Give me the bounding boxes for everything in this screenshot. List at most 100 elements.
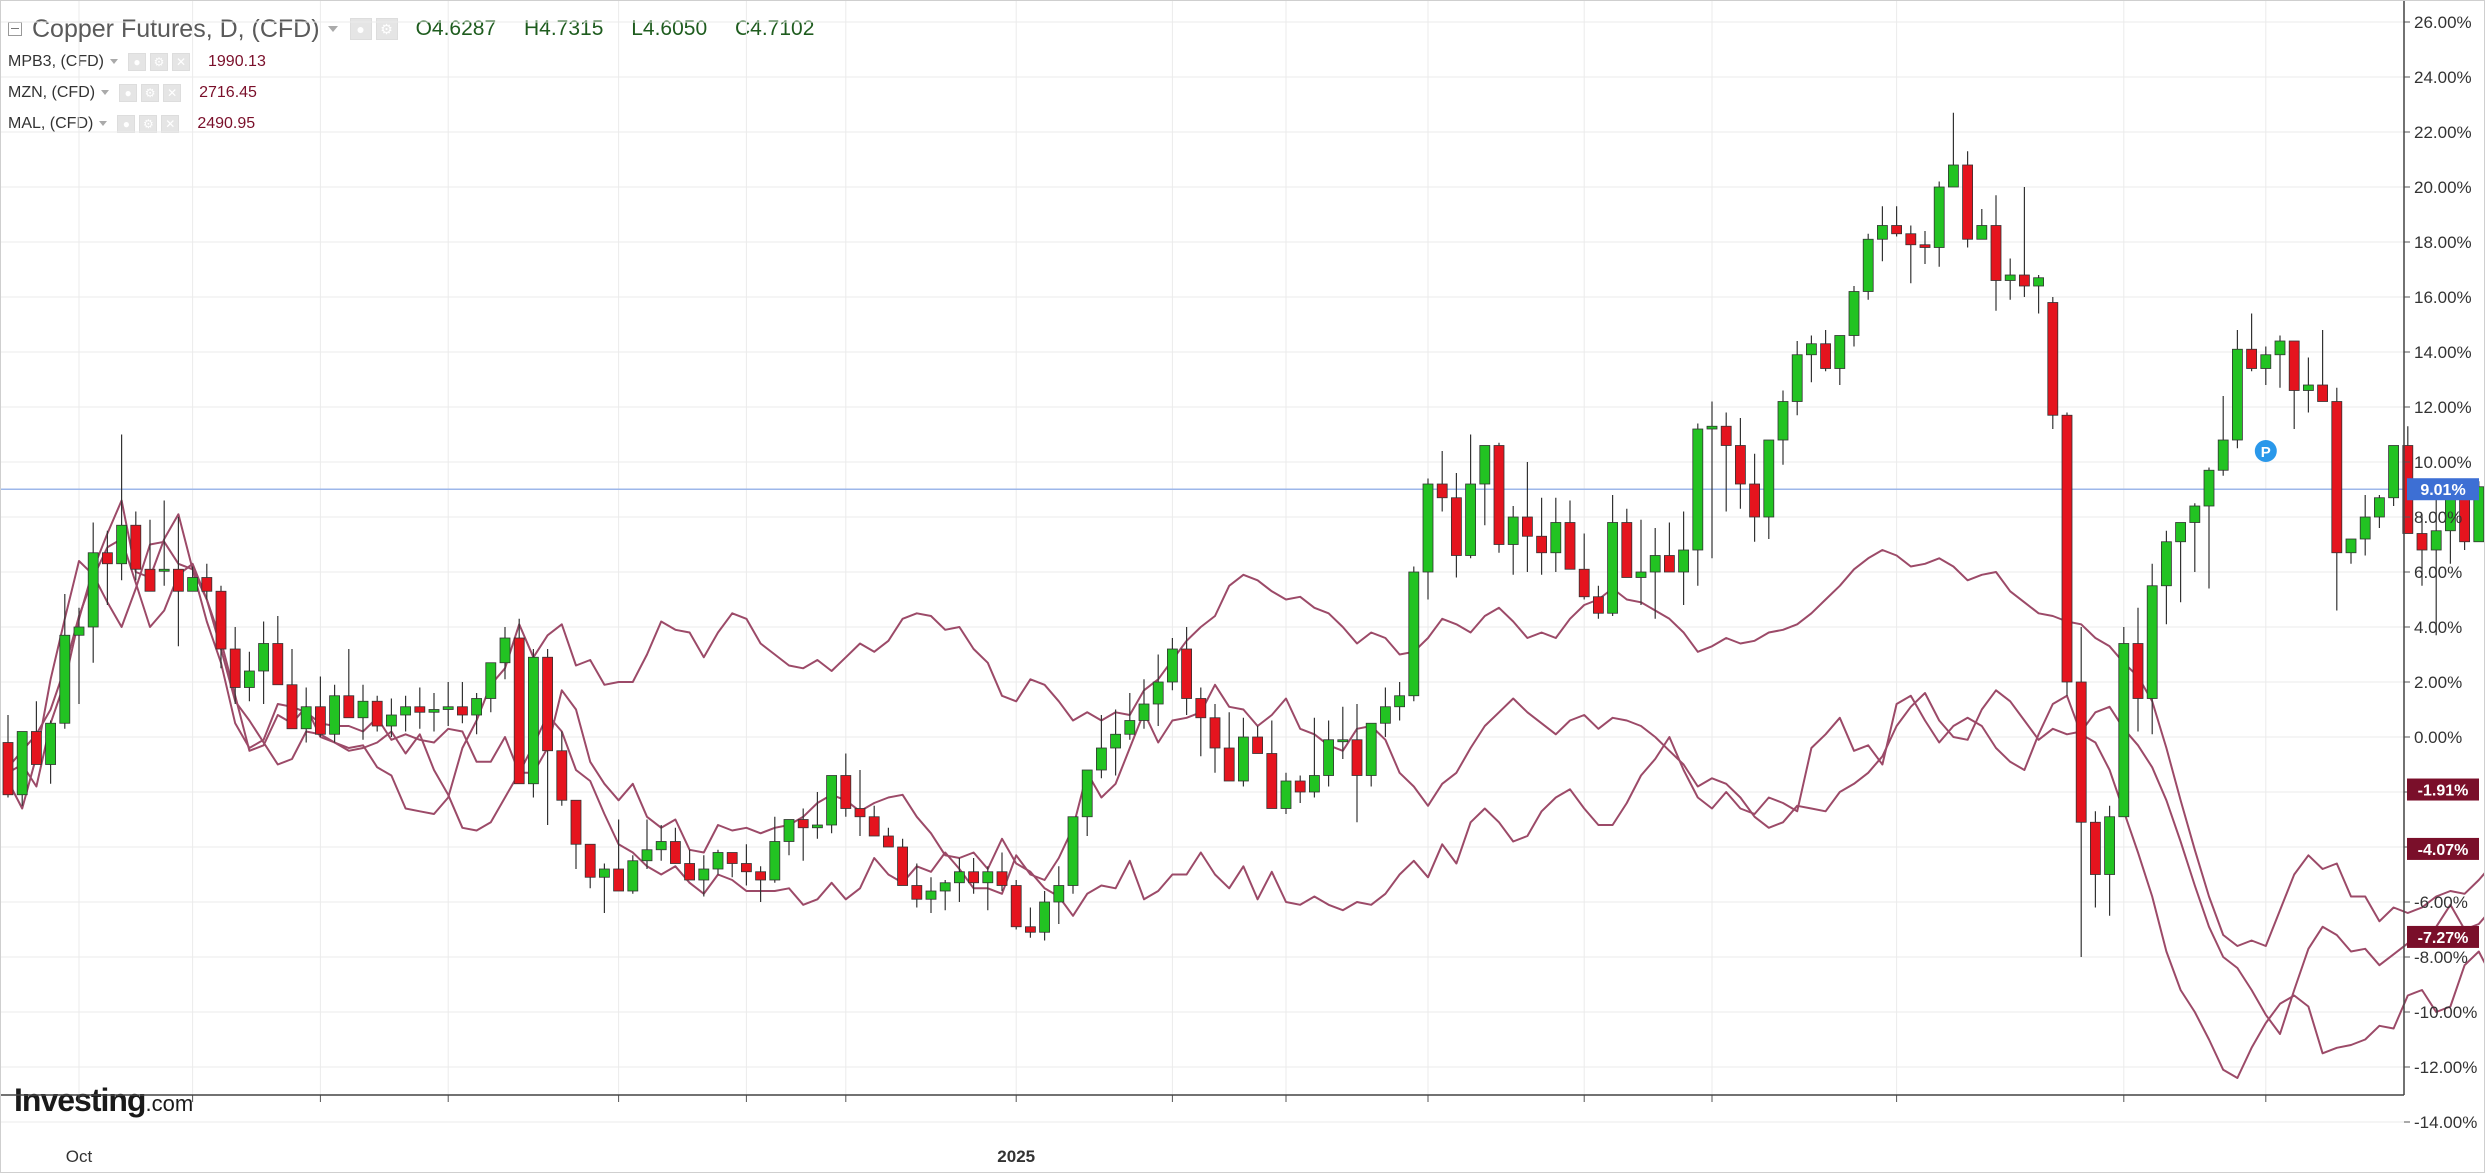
candle (499, 627, 511, 680)
candle-body (314, 706, 326, 735)
value-labels: P 9.01% -1.91% -4.07% -7.27% (2254, 440, 2479, 948)
candle (1465, 434, 1476, 559)
candle-body (1962, 164, 1973, 240)
candle (2260, 346, 2272, 385)
candle (414, 687, 426, 729)
candle-body (2, 742, 14, 796)
candle-body (1664, 555, 1675, 573)
y-tick-label: 14.00% (2414, 343, 2472, 362)
candle-body (1181, 648, 1192, 699)
candle-body (385, 714, 397, 727)
candle (1692, 423, 1704, 586)
close-icon[interactable]: ✕ (163, 83, 182, 102)
candle (2388, 445, 2400, 506)
candle-body (130, 524, 142, 570)
chevron-down-icon[interactable] (327, 26, 338, 32)
candle (172, 517, 184, 647)
candle (599, 863, 610, 913)
x-tick-label: Oct (66, 1147, 93, 1166)
gear-icon[interactable]: ⚙ (150, 52, 168, 71)
y-tick-label: 24.00% (2414, 68, 2472, 87)
overlay-name[interactable]: MPB3, (CFD) (8, 52, 104, 70)
overlay-series (7, 499, 2485, 1079)
y-tick-label: 22.00% (2414, 123, 2472, 142)
candle (1323, 720, 1334, 787)
candle-body (400, 706, 412, 716)
instrument-title[interactable]: Copper Futures, D, (CFD) (32, 14, 320, 43)
candle (542, 649, 553, 825)
close-icon[interactable]: ✕ (172, 52, 190, 71)
candle (215, 585, 227, 669)
candle-body (812, 824, 823, 829)
candle (1096, 715, 1107, 779)
candle (1138, 679, 1150, 729)
gear-icon[interactable]: ⚙ (375, 18, 398, 40)
y-tick-label: 20.00% (2414, 178, 2472, 197)
candle-body (1351, 739, 1363, 776)
candle (1777, 390, 1789, 465)
candle (2118, 627, 2130, 818)
candle-body (996, 871, 1008, 886)
candle (726, 852, 738, 878)
eye-icon[interactable]: ● (349, 18, 372, 40)
candle (442, 682, 454, 726)
candle-body (1436, 483, 1448, 499)
candle (272, 616, 284, 686)
candle (854, 770, 866, 836)
gear-icon[interactable]: ⚙ (141, 83, 160, 102)
overlay-value: 2716.45 (199, 83, 257, 101)
chevron-down-icon[interactable] (101, 90, 110, 95)
y-tick-label: 26.00% (2414, 13, 2472, 32)
overlay-name[interactable]: MAL, (CFD) (8, 114, 94, 132)
candle-body (428, 709, 440, 713)
y-tick-label: -10.00% (2414, 1003, 2477, 1022)
candle (1408, 566, 1420, 702)
candle (826, 775, 837, 834)
eye-icon[interactable]: ● (119, 83, 138, 102)
candle (16, 731, 28, 806)
y-tick-label: 16.00% (2414, 288, 2472, 307)
y-tick-label: 18.00% (2414, 233, 2472, 252)
candle-body (45, 722, 56, 765)
candle-body (1096, 747, 1107, 771)
eye-icon[interactable]: ● (128, 52, 146, 71)
candle-body (1621, 522, 1633, 578)
candle-body (1067, 816, 1079, 886)
candle-body (187, 577, 199, 592)
y-tick-label: -6.00% (2414, 893, 2468, 912)
candle-body (1649, 555, 1661, 573)
candle-body (2331, 401, 2343, 554)
chevron-down-icon[interactable] (110, 59, 118, 64)
candle (1834, 335, 1846, 385)
chevron-down-icon[interactable] (99, 121, 108, 126)
candle (712, 849, 724, 875)
candle (1720, 412, 1732, 512)
candle-body (797, 819, 809, 829)
candle-body (2317, 384, 2329, 402)
candle (1479, 445, 1491, 526)
candle-body (2231, 348, 2243, 441)
candle (939, 880, 951, 911)
candle-body (1720, 425, 1732, 446)
candle-body (769, 841, 781, 881)
candle (996, 852, 1008, 891)
candle (641, 819, 653, 869)
candle-body (1933, 186, 1945, 248)
candle-body (1578, 568, 1590, 598)
close-value: C4.7102 (735, 17, 815, 40)
candle (1223, 712, 1235, 782)
candle-body (2260, 354, 2272, 369)
candle-body (1223, 747, 1235, 782)
candle (1933, 181, 1945, 267)
candle-body (1948, 164, 1959, 188)
overlay-name[interactable]: MZN, (CFD) (8, 83, 96, 101)
candle (698, 855, 710, 897)
candle-body (2189, 505, 2201, 523)
candle (2288, 340, 2300, 429)
candle-body (1848, 291, 1860, 336)
candle (627, 855, 639, 894)
candle (1351, 704, 1363, 823)
candle (684, 849, 695, 881)
candle (1522, 462, 1533, 572)
